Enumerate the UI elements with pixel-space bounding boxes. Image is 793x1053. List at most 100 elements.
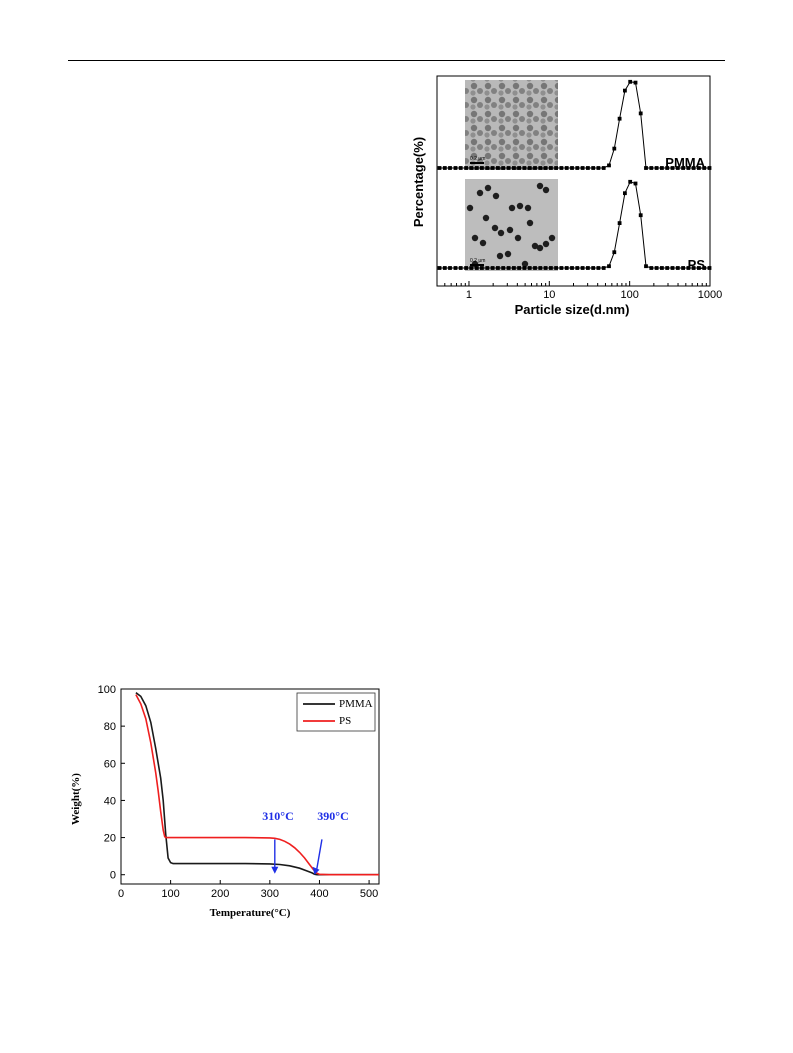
- dls-series-line-pmma: [439, 81, 710, 169]
- dls-point: [654, 166, 659, 170]
- dls-point: [697, 266, 701, 270]
- tga-figure: 0 100 200 300 400 500 0 20 40 60 80 100 PMMA PS 310…: [65, 676, 395, 924]
- tem-inset-pmma-scale: 0.2 μm: [470, 156, 485, 162]
- dls-point: [517, 166, 521, 170]
- dls-point: [496, 266, 500, 270]
- dls-point: [691, 166, 696, 170]
- tga-ytick-label-3: 60: [104, 758, 116, 770]
- dls-point: [464, 266, 468, 270]
- dls-point: [612, 250, 617, 255]
- tga-arrow-390: [315, 839, 323, 871]
- dls-point: [453, 166, 458, 170]
- tga-xlabel: Temperature(°C): [210, 907, 291, 919]
- tem-particle: [524, 204, 532, 212]
- dls-xtick-label-0: 1: [466, 289, 472, 301]
- tga-ylabel: Weight(%): [70, 773, 82, 825]
- tem-particle: [471, 234, 479, 242]
- tga-annotation-390: 390°C: [317, 809, 348, 823]
- dls-point: [596, 166, 601, 170]
- dls-panel-label-ps: PS: [688, 257, 706, 272]
- dls-point: [675, 266, 680, 270]
- tga-arrowhead-310: [271, 866, 279, 874]
- dls-point: [527, 266, 532, 270]
- dls-point: [628, 79, 633, 84]
- dls-point: [506, 166, 511, 170]
- dls-point: [442, 166, 447, 170]
- dls-point: [437, 266, 442, 270]
- tem-particle: [531, 242, 539, 250]
- dls-point: [549, 266, 553, 270]
- tga-xtick-label-2: 200: [211, 888, 229, 900]
- dls-point: [591, 266, 596, 270]
- dls-point: [554, 266, 558, 270]
- dls-point: [570, 266, 574, 270]
- tga-xtick-label-0: 0: [118, 888, 124, 900]
- dls-point: [448, 266, 452, 270]
- dls-point: [512, 266, 516, 270]
- dls-point: [538, 266, 543, 270]
- tem-particle: [536, 182, 544, 190]
- tga-xtick-label-1: 100: [161, 888, 179, 900]
- dls-point: [485, 166, 490, 170]
- dls-xtick-label-2: 100: [620, 289, 638, 301]
- dls-point: [702, 166, 707, 170]
- dls-point: [469, 266, 474, 270]
- dls-point: [469, 166, 474, 170]
- tem-particle: [508, 204, 516, 212]
- tem-inset-ps: 0.2 μm: [465, 179, 558, 271]
- dls-point: [474, 166, 479, 170]
- dls-point: [437, 166, 442, 170]
- dls-point: [464, 166, 468, 170]
- dls-xtick-label-3: 1000: [698, 289, 722, 301]
- dls-chart: 1 10 100 1000 0.2 μm 0.2 μm PMMA PS Particl…: [411, 75, 722, 317]
- dls-point: [533, 266, 537, 270]
- dls-point: [490, 166, 495, 170]
- dls-point: [549, 166, 553, 170]
- dls-point: [686, 166, 691, 170]
- dls-point: [670, 266, 675, 270]
- dls-point: [586, 166, 590, 170]
- dls-point: [686, 266, 691, 270]
- dls-point: [501, 266, 506, 270]
- tem-particle: [514, 234, 522, 242]
- legend-label-ps: PS: [339, 715, 351, 727]
- dls-point: [501, 166, 506, 170]
- dls-point: [633, 181, 638, 186]
- dls-point: [697, 166, 701, 170]
- dls-point: [485, 266, 490, 270]
- header-rule: [68, 60, 725, 61]
- tga-chart: 0 100 200 300 400 500 0 20 40 60 80 100 PMMA PS 310…: [70, 684, 380, 919]
- tga-ytick-label-0: 0: [110, 870, 116, 882]
- dls-point: [601, 166, 606, 170]
- dls-point: [633, 80, 638, 85]
- dls-point: [591, 166, 596, 170]
- dls-point: [607, 163, 611, 168]
- dls-point: [660, 166, 664, 170]
- dls-point: [670, 166, 675, 170]
- tga-series-pmma: [135, 692, 379, 876]
- tem-particle: [516, 202, 524, 210]
- dls-point: [474, 266, 479, 270]
- dls-point: [617, 221, 622, 225]
- tem-particle: [491, 224, 499, 232]
- dls-point: [665, 266, 670, 270]
- dls-point: [675, 166, 680, 170]
- dls-point: [564, 166, 569, 170]
- tem-particle: [479, 239, 487, 247]
- dls-point: [527, 166, 532, 170]
- dls-point: [554, 166, 558, 170]
- dls-xtick-label-1: 10: [543, 289, 555, 301]
- dls-point: [580, 266, 585, 270]
- dls-point: [522, 266, 527, 270]
- tga-xtick-label-3: 300: [261, 888, 279, 900]
- dls-point: [512, 166, 516, 170]
- tga-ytick-label-2: 40: [104, 795, 116, 807]
- tem-particle: [542, 240, 550, 248]
- tga-arrowhead-390: [312, 866, 320, 875]
- dls-point: [660, 266, 664, 270]
- dls-point: [649, 266, 654, 270]
- dls-point: [543, 166, 548, 170]
- dls-point: [442, 266, 447, 270]
- dls-point: [638, 213, 643, 218]
- dls-point: [496, 166, 500, 170]
